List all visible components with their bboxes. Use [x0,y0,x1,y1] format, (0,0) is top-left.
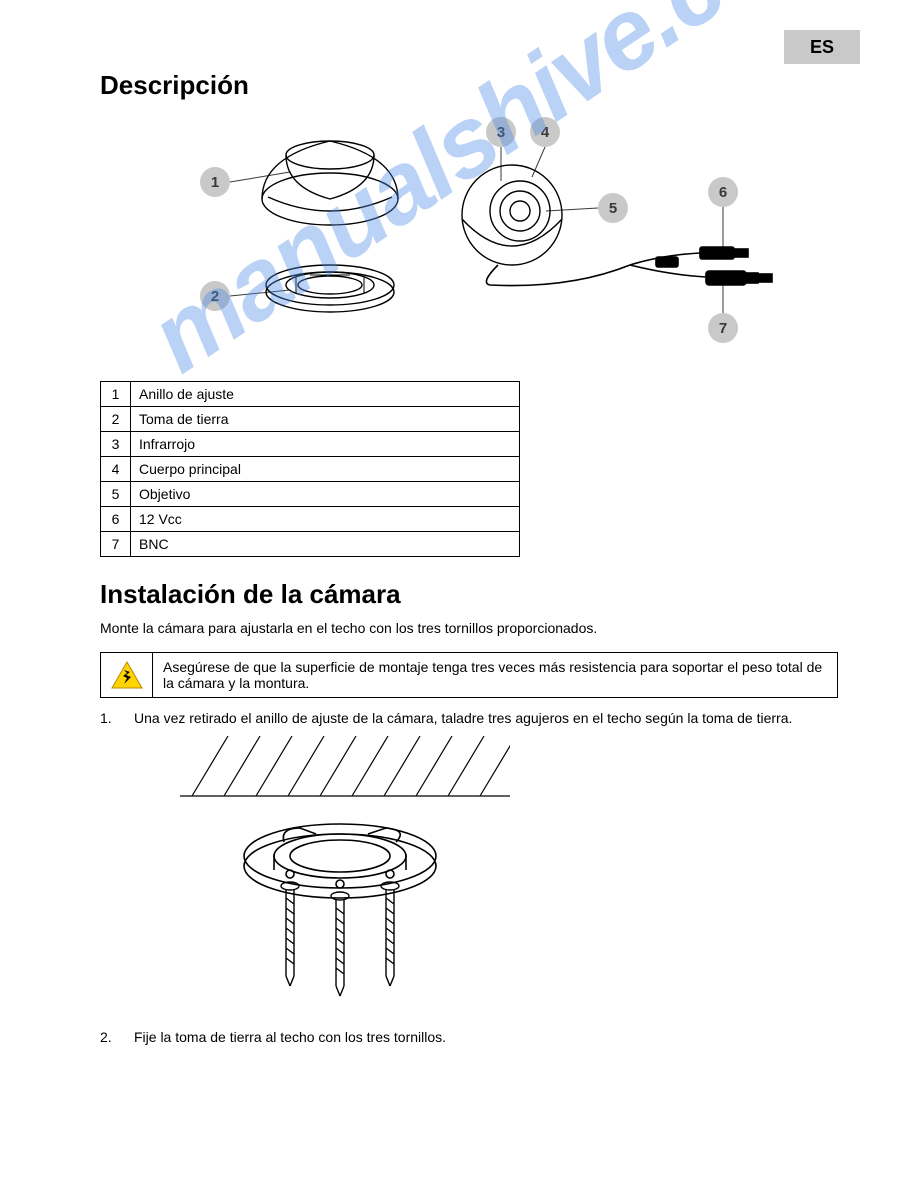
install-step-2: 2. Fije la toma de tierra al techo con l… [100,1029,838,1045]
installation-heading: Instalación de la cámara [100,579,838,610]
description-figure: 1 2 3 4 5 6 7 [100,107,838,377]
part-label: Toma de tierra [131,407,520,432]
warning-icon-cell [101,653,153,697]
part-num: 3 [101,432,131,457]
description-heading: Descripción [100,70,838,101]
part-label: Anillo de ajuste [131,382,520,407]
part-label: Cuerpo principal [131,457,520,482]
mounting-illustration [180,736,510,1016]
step-number: 1. [100,710,134,726]
parts-illustration [100,107,830,367]
table-row: 4Cuerpo principal [101,457,520,482]
part-label: 12 Vcc [131,507,520,532]
page: ES Descripción 1 2 3 4 5 6 7 [0,0,918,1188]
parts-table: 1Anillo de ajuste 2Toma de tierra 3Infra… [100,381,520,557]
part-num: 5 [101,482,131,507]
installation-intro: Monte la cámara para ajustarla en el tec… [100,620,838,636]
table-row: 612 Vcc [101,507,520,532]
table-row: 5Objetivo [101,482,520,507]
step-number: 2. [100,1029,134,1045]
part-num: 2 [101,407,131,432]
table-row: 7BNC [101,532,520,557]
warning-icon [111,661,143,689]
part-label: Infrarrojo [131,432,520,457]
table-row: 3Infrarrojo [101,432,520,457]
language-tag: ES [784,30,860,64]
table-row: 2Toma de tierra [101,407,520,432]
warning-text: Asegúrese de que la superficie de montaj… [153,653,837,697]
part-num: 6 [101,507,131,532]
part-num: 1 [101,382,131,407]
install-step-1: 1. Una vez retirado el anillo de ajuste … [100,710,838,726]
step-text: Fije la toma de tierra al techo con los … [134,1029,838,1045]
step-text: Una vez retirado el anillo de ajuste de … [134,710,838,726]
table-row: 1Anillo de ajuste [101,382,520,407]
mounting-figure [180,736,838,1021]
part-label: Objetivo [131,482,520,507]
part-num: 4 [101,457,131,482]
part-num: 7 [101,532,131,557]
part-label: BNC [131,532,520,557]
warning-box: Asegúrese de que la superficie de montaj… [100,652,838,698]
